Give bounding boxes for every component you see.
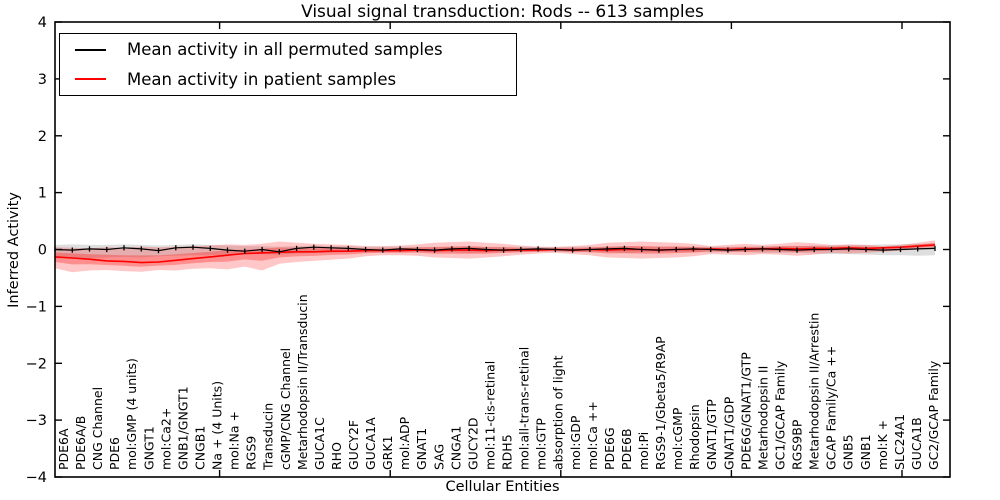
legend-label: Mean activity in patient samples: [127, 69, 397, 89]
category-label: PDE6G: [602, 427, 617, 470]
category-label: RGS9: [244, 436, 259, 470]
category-label: PDE6: [107, 437, 122, 470]
category-label: Metarhodopsin II/Arrestin: [807, 313, 822, 470]
x-axis-ticks: [218, 22, 903, 477]
category-label: PDE6A: [56, 428, 71, 470]
chart-title: Visual signal transduction: Rods -- 613 …: [301, 2, 704, 22]
category-label: GNB5: [841, 434, 856, 470]
y-tick-label: 3: [38, 72, 47, 88]
category-label: CNGB1: [193, 426, 208, 470]
legend-label: Mean activity in all permuted samples: [127, 40, 443, 60]
category-label: Rhodopsin: [687, 404, 702, 470]
category-label: PDE6G/GNAT1/GTP: [738, 352, 753, 470]
category-label: GNB1: [858, 434, 873, 470]
series-lines: [54, 244, 936, 264]
y-axis-label: Inferred Activity: [6, 192, 22, 308]
category-label: GC1/GCAP Family: [773, 360, 788, 470]
category-label: GUCA1C: [312, 417, 327, 470]
category-label: GNAT1: [414, 428, 429, 470]
category-label: mol:Ca2+: [158, 408, 173, 470]
category-label: PDE6B: [619, 428, 634, 470]
category-label: RHO: [329, 442, 344, 470]
category-labels: PDE6A PDE6A/B CNG Channel PDE6 mol:GMP (4 un…: [56, 294, 941, 471]
legend-line-sample-black: [75, 48, 106, 51]
category-label: SAG: [431, 444, 446, 470]
category-label: RGS9-1/Gbeta5/R9AP: [653, 336, 668, 470]
band-permuted-samples-range: [55, 243, 935, 259]
category-label: mol:Na +: [227, 411, 242, 470]
category-label: mol:GDP: [568, 415, 583, 470]
category-label: cGMP/CNG Channel: [278, 348, 293, 470]
permuted-mean-line: [54, 246, 936, 253]
category-label: CNGA1: [448, 426, 463, 470]
y-tick-label: 1: [38, 186, 47, 202]
category-label: PDE6A/B: [73, 416, 88, 470]
category-label: GNGT1: [141, 426, 156, 470]
category-label: RDH5: [500, 434, 515, 470]
category-label: GNAT1/GDP: [721, 396, 736, 470]
legend-item-patient: Mean activity in patient samples: [60, 65, 516, 93]
category-label: Metarhodopsin II: [755, 366, 770, 470]
category-label: mol:all-trans-retinal: [517, 347, 532, 470]
y-tick-label: −2: [26, 356, 47, 372]
category-label: GUCA1B: [909, 417, 924, 470]
category-label: mol:GTP: [534, 418, 549, 470]
x-axis-label: Cellular Entities: [445, 479, 560, 495]
category-label: mol:K +: [875, 420, 890, 470]
legend-line-sample-red: [75, 78, 106, 81]
category-label: absorption of light: [551, 355, 566, 470]
category-label: GUCY2F: [346, 420, 361, 470]
category-label: GUCA1A: [363, 417, 378, 470]
category-label: mol:cGMP: [670, 407, 685, 470]
category-label: GCAP Family/Ca ++: [824, 346, 839, 470]
confidence-bands: [55, 240, 935, 273]
y-axis-ticks: −4 −3 −2 −1 0 1 2 3 4: [26, 15, 950, 486]
legend-box: Mean activity in all permuted samples Me…: [59, 33, 517, 96]
y-tick-label: −4: [26, 470, 47, 486]
category-label: GNB1/GNGT1: [175, 386, 190, 470]
y-tick-label: 0: [38, 243, 47, 259]
category-label: GNAT1/GTP: [704, 399, 719, 470]
category-label: mol:11-cis-retinal: [483, 361, 498, 470]
category-label: Na + (4 Units): [210, 381, 225, 470]
category-label: GRK1: [380, 435, 395, 470]
y-tick-label: 2: [38, 129, 47, 145]
category-label: GC2/GCAP Family: [926, 360, 941, 470]
category-label: mol:GMP (4 units): [124, 358, 139, 470]
category-label: mol:Ca ++: [585, 401, 600, 470]
category-label: CNG Channel: [90, 387, 105, 470]
category-label: Transducin: [261, 403, 276, 471]
category-label: mol:ADP: [397, 416, 412, 470]
category-label: Metarhodopsin II/Transducin: [295, 294, 310, 470]
y-tick-label: −3: [26, 413, 47, 429]
category-label: mol:Pi: [636, 432, 651, 470]
legend-item-permuted: Mean activity in all permuted samples: [60, 36, 516, 64]
category-label: RGS9BP: [790, 419, 805, 470]
y-tick-label: 4: [38, 15, 47, 31]
category-label: GUCY2D: [465, 417, 480, 470]
category-label: SLC24A1: [892, 414, 907, 470]
y-tick-label: −1: [26, 299, 47, 315]
